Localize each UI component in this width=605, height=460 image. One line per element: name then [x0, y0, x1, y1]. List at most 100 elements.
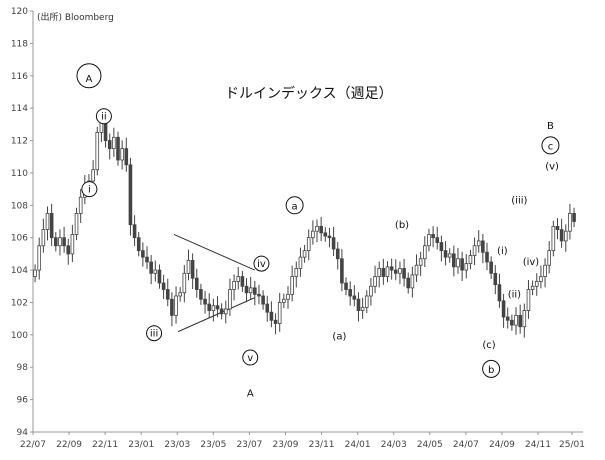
- candle: [335, 248, 340, 260]
- candle: [568, 213, 572, 232]
- candle: [356, 298, 361, 311]
- candle: [141, 250, 145, 258]
- candle: [348, 289, 352, 297]
- candle: [236, 276, 241, 282]
- candle: [70, 234, 75, 255]
- candle: [530, 285, 535, 290]
- triangle-trend-line: [177, 297, 256, 333]
- x-tick-label: 24/03: [381, 440, 407, 450]
- candle: [37, 245, 42, 271]
- candle: [452, 253, 456, 268]
- candle: [132, 224, 137, 239]
- candle: [298, 256, 303, 269]
- candle: [199, 289, 203, 300]
- candle: [45, 213, 50, 230]
- candle: [559, 229, 564, 242]
- wave-label: (ii): [508, 290, 521, 301]
- candle: [240, 276, 245, 287]
- candle: [410, 274, 415, 289]
- wave-label: (b): [395, 220, 409, 231]
- candle: [344, 282, 348, 290]
- wave-label: i: [88, 184, 91, 195]
- candle: [402, 268, 406, 279]
- wave-label: c: [548, 142, 554, 153]
- wave-label-circle: [95, 108, 112, 125]
- source-label: (出所) Bloomberg: [37, 11, 114, 23]
- candle: [153, 269, 158, 274]
- candle: [315, 225, 319, 232]
- candle: [327, 235, 332, 239]
- y-tick-label: 100: [11, 331, 28, 341]
- candle: [232, 281, 236, 290]
- y-tick-label: 116: [11, 72, 28, 82]
- candle: [389, 266, 394, 271]
- candle: [49, 213, 54, 239]
- wave-label: (iv): [523, 257, 540, 268]
- y-tick-label: 108: [11, 201, 28, 211]
- y-tick-label: 114: [11, 104, 28, 114]
- candle: [145, 256, 149, 263]
- candle: [493, 272, 498, 286]
- candle: [393, 269, 398, 274]
- candle: [414, 264, 419, 276]
- candle: [207, 303, 212, 311]
- candle: [78, 196, 83, 214]
- candle: [398, 268, 402, 274]
- candle: [485, 251, 489, 263]
- y-tick-label: 102: [11, 298, 28, 308]
- x-tick-label: 24/01: [345, 440, 371, 450]
- candle: [472, 245, 477, 256]
- wave-label: iv: [257, 259, 266, 270]
- wave-label-circle: [81, 181, 98, 198]
- x-tick-label: 22/09: [56, 440, 82, 450]
- candle: [161, 282, 166, 290]
- x-tick-label: 23/11: [309, 440, 335, 450]
- candle: [373, 276, 377, 287]
- candle: [572, 213, 576, 222]
- candle: [211, 305, 216, 311]
- candle: [427, 234, 431, 247]
- x-tick-label: 24/07: [453, 440, 479, 450]
- wave-label: (v): [545, 162, 559, 173]
- wave-label-circle: [285, 196, 304, 215]
- x-tick-label: 24/09: [489, 440, 515, 450]
- y-tick-label: 104: [11, 266, 28, 276]
- candle: [302, 250, 307, 258]
- candle: [476, 240, 481, 247]
- wave-label: (i): [497, 246, 508, 257]
- candle: [539, 276, 543, 282]
- candle: [352, 295, 357, 300]
- wave-label: B: [547, 121, 554, 132]
- candle: [331, 237, 336, 250]
- candle: [165, 289, 170, 300]
- candle: [136, 237, 141, 252]
- candle: [306, 237, 311, 252]
- wave-label-circle: [253, 255, 270, 272]
- candle: [406, 277, 411, 289]
- candle: [319, 225, 323, 234]
- candle: [223, 308, 228, 315]
- candle: [194, 277, 199, 290]
- candle: [269, 311, 274, 321]
- x-tick-label: 23/09: [273, 440, 299, 450]
- wave-label: A: [86, 74, 93, 85]
- candle: [563, 230, 568, 242]
- candle: [381, 268, 386, 277]
- candle: [439, 242, 444, 252]
- wave-label: b: [488, 365, 494, 376]
- candle: [128, 164, 133, 226]
- wave-label-circle: [146, 325, 163, 342]
- candle: [277, 302, 282, 324]
- candle: [360, 306, 365, 311]
- wave-label: a: [292, 202, 298, 213]
- y-tick-label: 96: [17, 396, 29, 406]
- candle: [447, 253, 452, 258]
- candle: [501, 300, 506, 318]
- candle: [74, 213, 79, 235]
- candle: [33, 269, 37, 277]
- candle: [182, 272, 187, 294]
- candle: [489, 261, 493, 274]
- wave-label-circle: [541, 136, 560, 155]
- candle: [551, 225, 556, 252]
